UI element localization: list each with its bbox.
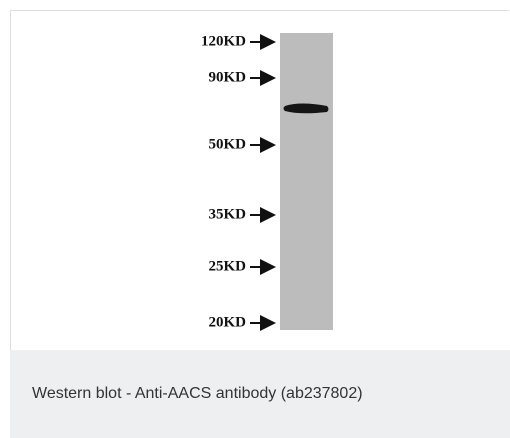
marker-label: 20KD: [209, 314, 247, 330]
marker-label: 50KD: [209, 136, 247, 152]
marker-label: 120KD: [201, 33, 246, 49]
blot-figure: 120KD 90KD 50KD 35KD 25KD 20KD: [0, 0, 510, 350]
caption: Western blot - Anti-AACS antibody (ab237…: [32, 385, 363, 403]
marker-label: 35KD: [209, 206, 247, 222]
caption-bar: Western blot - Anti-AACS antibody (ab237…: [10, 350, 510, 438]
marker-arrows: [250, 42, 274, 323]
marker-label: 90KD: [209, 69, 247, 85]
marker-label: 25KD: [209, 258, 247, 274]
page: 120KD 90KD 50KD 35KD 25KD 20KD Western b…: [0, 0, 510, 438]
blot-lane: [280, 33, 333, 330]
